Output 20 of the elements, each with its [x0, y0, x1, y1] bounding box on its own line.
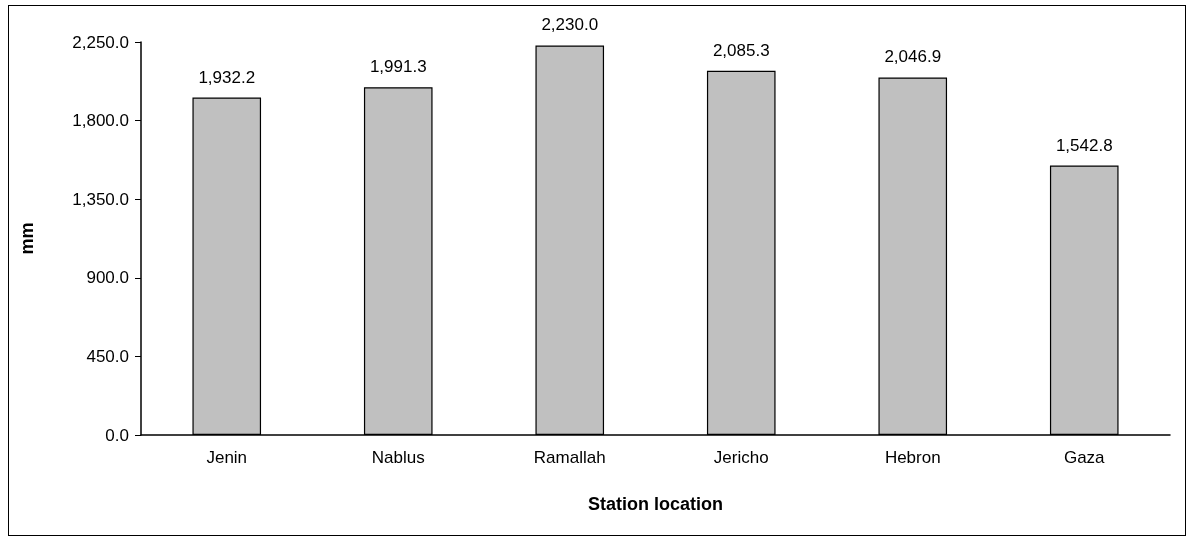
y-axis-title: mm	[17, 222, 37, 255]
x-tick-label: Ramallah	[533, 448, 606, 467]
y-tick-label: 450.0	[86, 346, 129, 366]
y-tick-label: 0.0	[105, 425, 129, 445]
y-tick-label: 1,800.0	[72, 111, 129, 131]
data-label: 1,932.2	[198, 67, 256, 87]
data-label: 1,542.8	[1055, 135, 1113, 155]
y-tick-label: 1,350.0	[72, 189, 129, 209]
data-label: 1,991.3	[369, 57, 427, 77]
x-axis-title: Station location	[588, 494, 723, 514]
y-tick-label: 2,250.0	[72, 32, 129, 52]
x-tick-label: Gaza	[1063, 448, 1106, 467]
data-label: 2,085.3	[712, 40, 770, 60]
x-tick-label: Jenin	[206, 448, 248, 467]
x-tick-label: Hebron	[884, 448, 941, 467]
x-tick-label: Nablus	[371, 448, 425, 467]
x-tick-label: Jericho	[713, 448, 769, 467]
data-label: 2,046.9	[884, 47, 942, 67]
data-label: 2,230.0	[541, 15, 599, 35]
y-tick-label: 900.0	[86, 268, 129, 288]
